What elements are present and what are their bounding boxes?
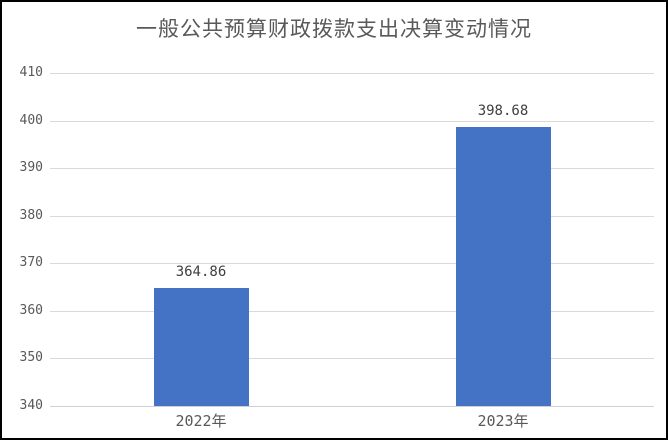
gridline-y-410	[50, 73, 654, 74]
y-tick-label-360: 360	[19, 302, 43, 318]
y-tick-label-390: 390	[19, 160, 43, 176]
y-tick-label-350: 350	[19, 350, 43, 366]
plot-area: 364.86 398.68	[50, 73, 654, 407]
x-tick-label-2022年: 2022年	[175, 412, 227, 430]
bar-2022年	[153, 287, 249, 406]
gridline-y-340	[50, 406, 654, 407]
y-tick-label-370: 370	[19, 255, 43, 271]
gridline-y-360	[50, 310, 654, 312]
y-tick-label-340: 340	[19, 398, 43, 413]
y-tick-label-410: 410	[19, 65, 43, 80]
gridline-y-370	[50, 263, 654, 265]
gridline-y-380	[50, 215, 654, 217]
bar-2023年	[455, 126, 551, 406]
y-tick-label-400: 400	[19, 112, 43, 128]
data-label-2022年: 364.86	[175, 263, 227, 280]
gridline-y-390	[50, 168, 654, 170]
gridline-y-400	[50, 120, 654, 122]
data-label-2023年: 398.68	[477, 102, 529, 119]
x-tick-label-2023年: 2023年	[477, 412, 529, 430]
chart-title: 一般公共预算财政拨款支出决算变动情况	[136, 17, 532, 41]
gridline-y-350	[50, 358, 654, 360]
y-tick-label-380: 380	[19, 207, 43, 223]
